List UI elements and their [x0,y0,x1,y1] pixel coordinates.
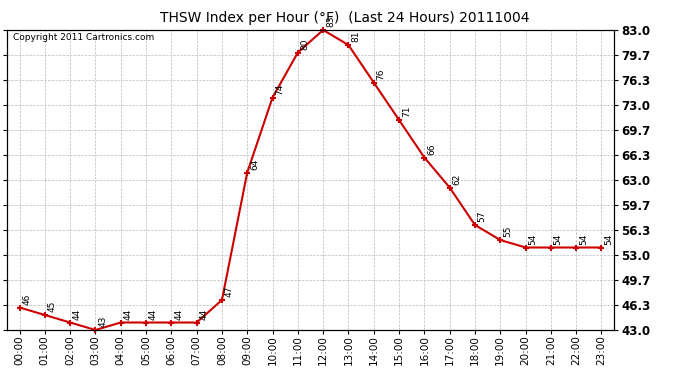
Text: 44: 44 [73,309,82,320]
Text: 43: 43 [98,316,107,327]
Text: 80: 80 [301,38,310,50]
Text: 44: 44 [199,309,208,320]
Text: THSW Index per Hour (°F)  (Last 24 Hours) 20111004: THSW Index per Hour (°F) (Last 24 Hours)… [160,11,530,25]
Text: 44: 44 [174,309,183,320]
Text: 62: 62 [453,173,462,185]
Text: Copyright 2011 Cartronics.com: Copyright 2011 Cartronics.com [13,33,155,42]
Text: 54: 54 [553,233,562,245]
Text: 46: 46 [22,293,31,305]
Text: 55: 55 [503,226,512,237]
Text: 44: 44 [149,309,158,320]
Text: 64: 64 [250,158,259,170]
Text: 66: 66 [427,143,436,155]
Text: 83: 83 [326,16,335,27]
Text: 57: 57 [477,211,486,222]
Text: 74: 74 [275,83,284,95]
Text: 47: 47 [225,286,234,297]
Text: 54: 54 [529,233,538,245]
Text: 76: 76 [377,68,386,80]
Text: 54: 54 [604,233,613,245]
Text: 71: 71 [402,106,411,117]
Text: 81: 81 [351,31,360,42]
Text: 45: 45 [48,301,57,312]
Text: 54: 54 [579,233,588,245]
Text: 44: 44 [124,309,132,320]
